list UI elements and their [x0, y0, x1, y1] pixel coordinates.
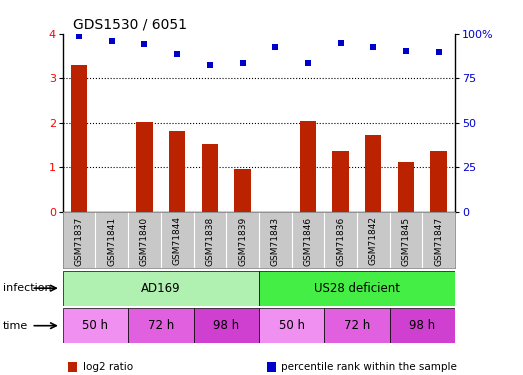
Text: GSM71847: GSM71847 — [434, 216, 443, 266]
Text: GSM71846: GSM71846 — [303, 216, 312, 266]
Text: infection: infection — [3, 283, 51, 293]
Bar — [430, 151, 447, 212]
Bar — [333, 151, 349, 212]
Text: 98 h: 98 h — [213, 319, 239, 332]
Text: GSM71836: GSM71836 — [336, 216, 345, 266]
Text: 50 h: 50 h — [279, 319, 304, 332]
Text: GSM71840: GSM71840 — [140, 216, 149, 266]
Text: GSM71837: GSM71837 — [75, 216, 84, 266]
Text: GSM71839: GSM71839 — [238, 216, 247, 266]
Bar — [194, 308, 259, 343]
Text: GSM71844: GSM71844 — [173, 216, 181, 266]
Bar — [137, 122, 153, 212]
Text: 72 h: 72 h — [147, 319, 174, 332]
Text: 50 h: 50 h — [83, 319, 108, 332]
Text: time: time — [3, 321, 28, 331]
Text: 72 h: 72 h — [344, 319, 370, 332]
Text: percentile rank within the sample: percentile rank within the sample — [281, 362, 457, 372]
Text: GSM71842: GSM71842 — [369, 216, 378, 266]
Text: GSM71843: GSM71843 — [271, 216, 280, 266]
Text: log2 ratio: log2 ratio — [83, 362, 133, 372]
Bar — [300, 122, 316, 212]
Bar — [63, 271, 259, 306]
Text: GSM71838: GSM71838 — [206, 216, 214, 266]
Text: 98 h: 98 h — [410, 319, 435, 332]
Text: AD169: AD169 — [141, 282, 180, 295]
Bar — [63, 308, 128, 343]
Bar — [259, 271, 455, 306]
Bar — [202, 144, 218, 212]
Bar — [234, 169, 251, 212]
Bar — [365, 135, 381, 212]
Bar — [169, 131, 185, 212]
Bar — [324, 308, 390, 343]
Bar — [259, 308, 324, 343]
Bar — [128, 308, 194, 343]
Text: US28 deficient: US28 deficient — [314, 282, 400, 295]
Bar — [398, 162, 414, 212]
Bar — [71, 65, 87, 212]
Text: GDS1530 / 6051: GDS1530 / 6051 — [73, 18, 187, 32]
Text: GSM71841: GSM71841 — [107, 216, 116, 266]
Bar — [390, 308, 455, 343]
Text: GSM71845: GSM71845 — [402, 216, 411, 266]
